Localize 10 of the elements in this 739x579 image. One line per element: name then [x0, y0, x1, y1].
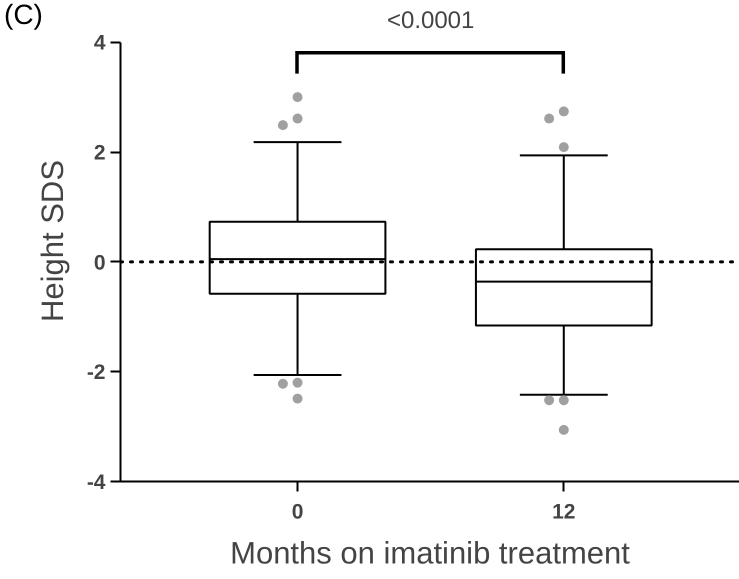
- x-tick-label: 12: [552, 500, 576, 524]
- text: (C): [4, 0, 43, 30]
- text: <0.0001: [386, 6, 474, 34]
- y-tick-label: 4: [94, 32, 106, 55]
- y-axis-title: Height SDS: [34, 160, 70, 322]
- y-tick-label: -2: [86, 361, 106, 384]
- x-axis-title: Months on imatinib treatment: [230, 536, 630, 570]
- y-tick-label: 2: [94, 142, 106, 165]
- y-tick-label: -4: [86, 471, 106, 494]
- y-tick-label: 0: [94, 251, 106, 274]
